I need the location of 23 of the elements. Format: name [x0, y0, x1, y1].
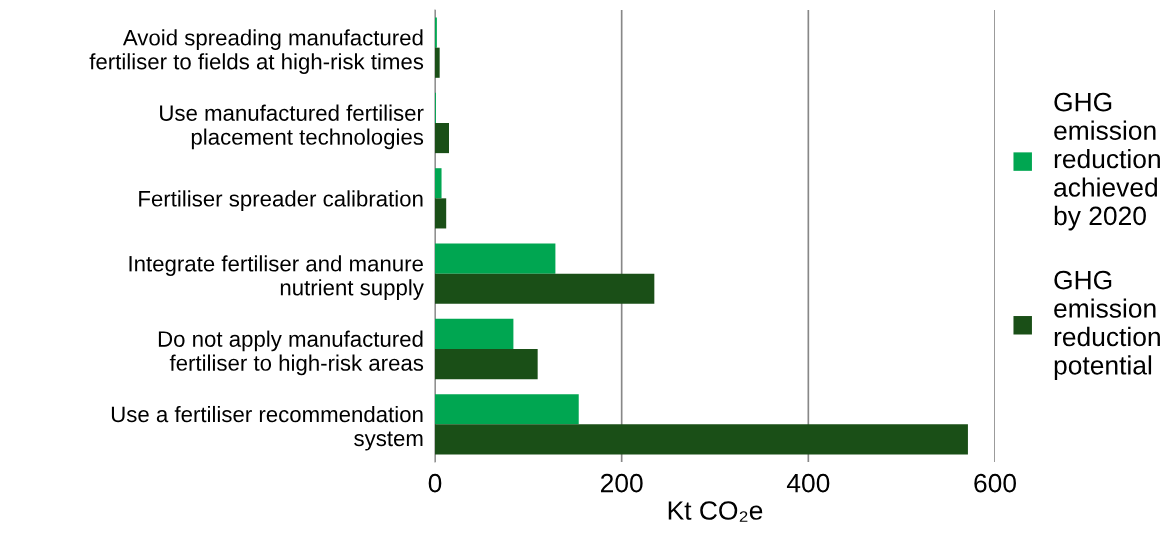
x-tick-label: 600: [974, 473, 1016, 493]
y-tick-label: Avoid spreading manufactured fertiliser to fields at high-risk times: [89, 29, 424, 74]
x-tick-label: 0: [428, 473, 442, 493]
bar: [435, 123, 449, 154]
y-tick-label: Fertiliser spreader calibration: [139, 190, 423, 211]
legend-label: GHG emission reduction achieved by 2020: [1054, 92, 1160, 231]
bar: [435, 349, 538, 380]
bar: [435, 273, 655, 304]
bar: [435, 198, 447, 229]
legend-label: GHG emission reduction potential: [1054, 270, 1160, 380]
y-tick-label: Use a fertiliser recommendation system: [111, 405, 423, 451]
x-axis-title: Kt CO₂e: [668, 501, 763, 522]
y-tick-label: Use manufactured fertiliser placement technologies: [160, 104, 424, 150]
bar: [435, 394, 579, 425]
x-tick-label: 400: [786, 473, 830, 493]
bar: [435, 243, 556, 274]
bar: [435, 424, 968, 455]
y-tick-label: Integrate fertiliser and manure nutrient supply: [129, 255, 424, 300]
x-tick-label: 200: [600, 473, 643, 493]
y-tick-label: Do not apply manufactured fertiliser to high-risk areas: [158, 330, 424, 376]
bar: [435, 168, 442, 199]
bar: [435, 318, 514, 349]
bar: [435, 47, 440, 78]
